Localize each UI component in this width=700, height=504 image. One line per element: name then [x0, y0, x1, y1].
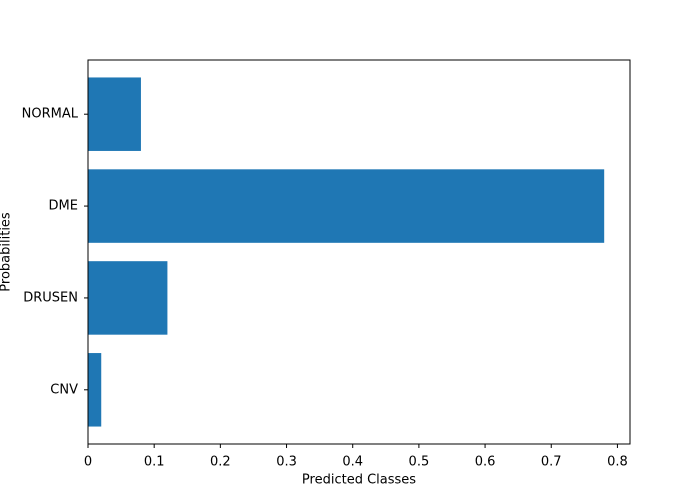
x-tick-label: 0.5 [409, 455, 430, 470]
x-tick-label: 0.8 [607, 455, 628, 470]
x-tick-label: 0.4 [342, 455, 363, 470]
y-tick-label: NORMAL [22, 107, 79, 122]
y-tick-label: DME [49, 199, 78, 214]
x-tick-label: 0.6 [475, 455, 496, 470]
x-tick-label: 0.7 [541, 455, 562, 470]
bar [88, 169, 605, 243]
x-tick-label: 0.2 [210, 455, 231, 470]
bar [88, 353, 102, 427]
y-tick-label: CNV [50, 382, 78, 397]
bar [88, 261, 168, 335]
x-tick-label: 0.3 [276, 455, 297, 470]
y-tick-label: DRUSEN [23, 290, 78, 305]
x-axis-label: Predicted Classes [302, 473, 416, 488]
y-axis-label: Probabilities [0, 212, 14, 292]
x-tick-label: 0 [84, 455, 92, 470]
plot-frame [87, 59, 631, 445]
x-tick-label: 0.1 [144, 455, 165, 470]
bar [88, 77, 141, 151]
